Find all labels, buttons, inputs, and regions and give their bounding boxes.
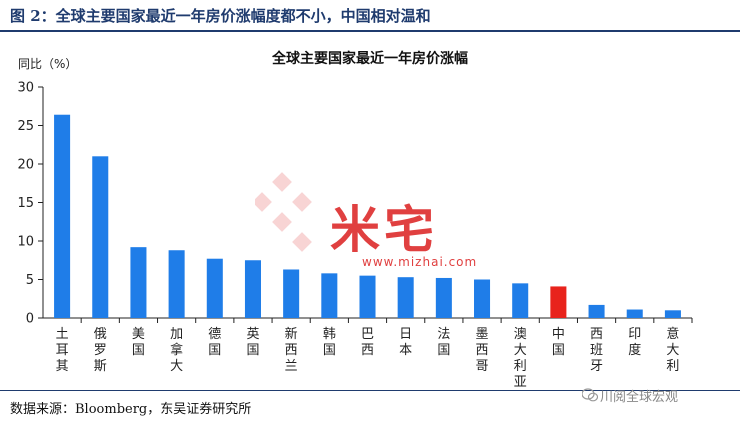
y-axis-label: 同比（%） — [18, 57, 78, 71]
y-tick-label: 15 — [17, 196, 34, 211]
bar — [168, 250, 185, 318]
title-divider — [0, 30, 740, 32]
bar — [664, 310, 681, 318]
x-tick-label: 西班牙 — [590, 327, 603, 374]
x-tick-label: 英国 — [246, 327, 259, 358]
bar — [397, 277, 414, 318]
y-tick-label: 5 — [26, 273, 34, 288]
x-tick-label: 加拿大 — [170, 327, 183, 374]
x-tick-label: 法国 — [437, 327, 450, 358]
bar — [92, 156, 109, 318]
x-tick-label: 韩国 — [323, 327, 336, 358]
watermark-url: www.mizhai.com — [362, 255, 478, 269]
bar — [588, 304, 605, 318]
y-tick-label: 25 — [17, 119, 34, 134]
x-tick-label: 墨西哥 — [476, 327, 489, 374]
x-tick-label: 土耳其 — [56, 327, 69, 374]
bar — [550, 286, 567, 318]
bar — [54, 114, 71, 318]
bar — [512, 283, 529, 318]
x-tick-label: 印度 — [628, 327, 641, 358]
x-tick-label: 新西兰 — [285, 326, 298, 374]
bar — [206, 258, 223, 318]
y-tick-label: 20 — [17, 158, 34, 173]
y-tick-label: 30 — [17, 81, 34, 96]
bar — [244, 260, 261, 318]
chart-title: 全球主要国家最近一年房价涨幅 — [272, 51, 468, 67]
x-tick-label: 俄罗斯 — [94, 327, 107, 374]
bottom-divider — [0, 390, 740, 391]
watermark-logo-icon — [255, 172, 312, 252]
x-tick-label: 美国 — [132, 327, 145, 358]
y-tick-label: 10 — [17, 235, 34, 250]
x-tick-label: 日本 — [399, 327, 412, 358]
x-tick-label: 巴西 — [361, 327, 374, 358]
bar — [283, 269, 300, 318]
bar — [435, 277, 452, 318]
wechat-icon — [582, 388, 598, 402]
x-tick-label: 德国 — [208, 327, 221, 358]
y-tick-label: 0 — [26, 312, 34, 327]
bar — [359, 275, 376, 318]
wechat-account-label: 川阅全球宏观 — [600, 390, 679, 405]
x-tick-label: 中国 — [552, 327, 565, 358]
bar — [321, 273, 338, 318]
source-note: 数据来源：Bloomberg，东吴证券研究所 — [10, 402, 252, 417]
figure-title: 图 2：全球主要国家最近一年房价涨幅度都不小，中国相对温和 — [10, 7, 431, 25]
x-tick-label: 澳大利亚 — [514, 326, 527, 390]
x-tick-label: 意大利 — [666, 326, 679, 374]
bar — [130, 247, 147, 318]
bar — [474, 279, 491, 318]
watermark-text: 米宅 — [330, 201, 438, 259]
bar — [626, 309, 643, 318]
